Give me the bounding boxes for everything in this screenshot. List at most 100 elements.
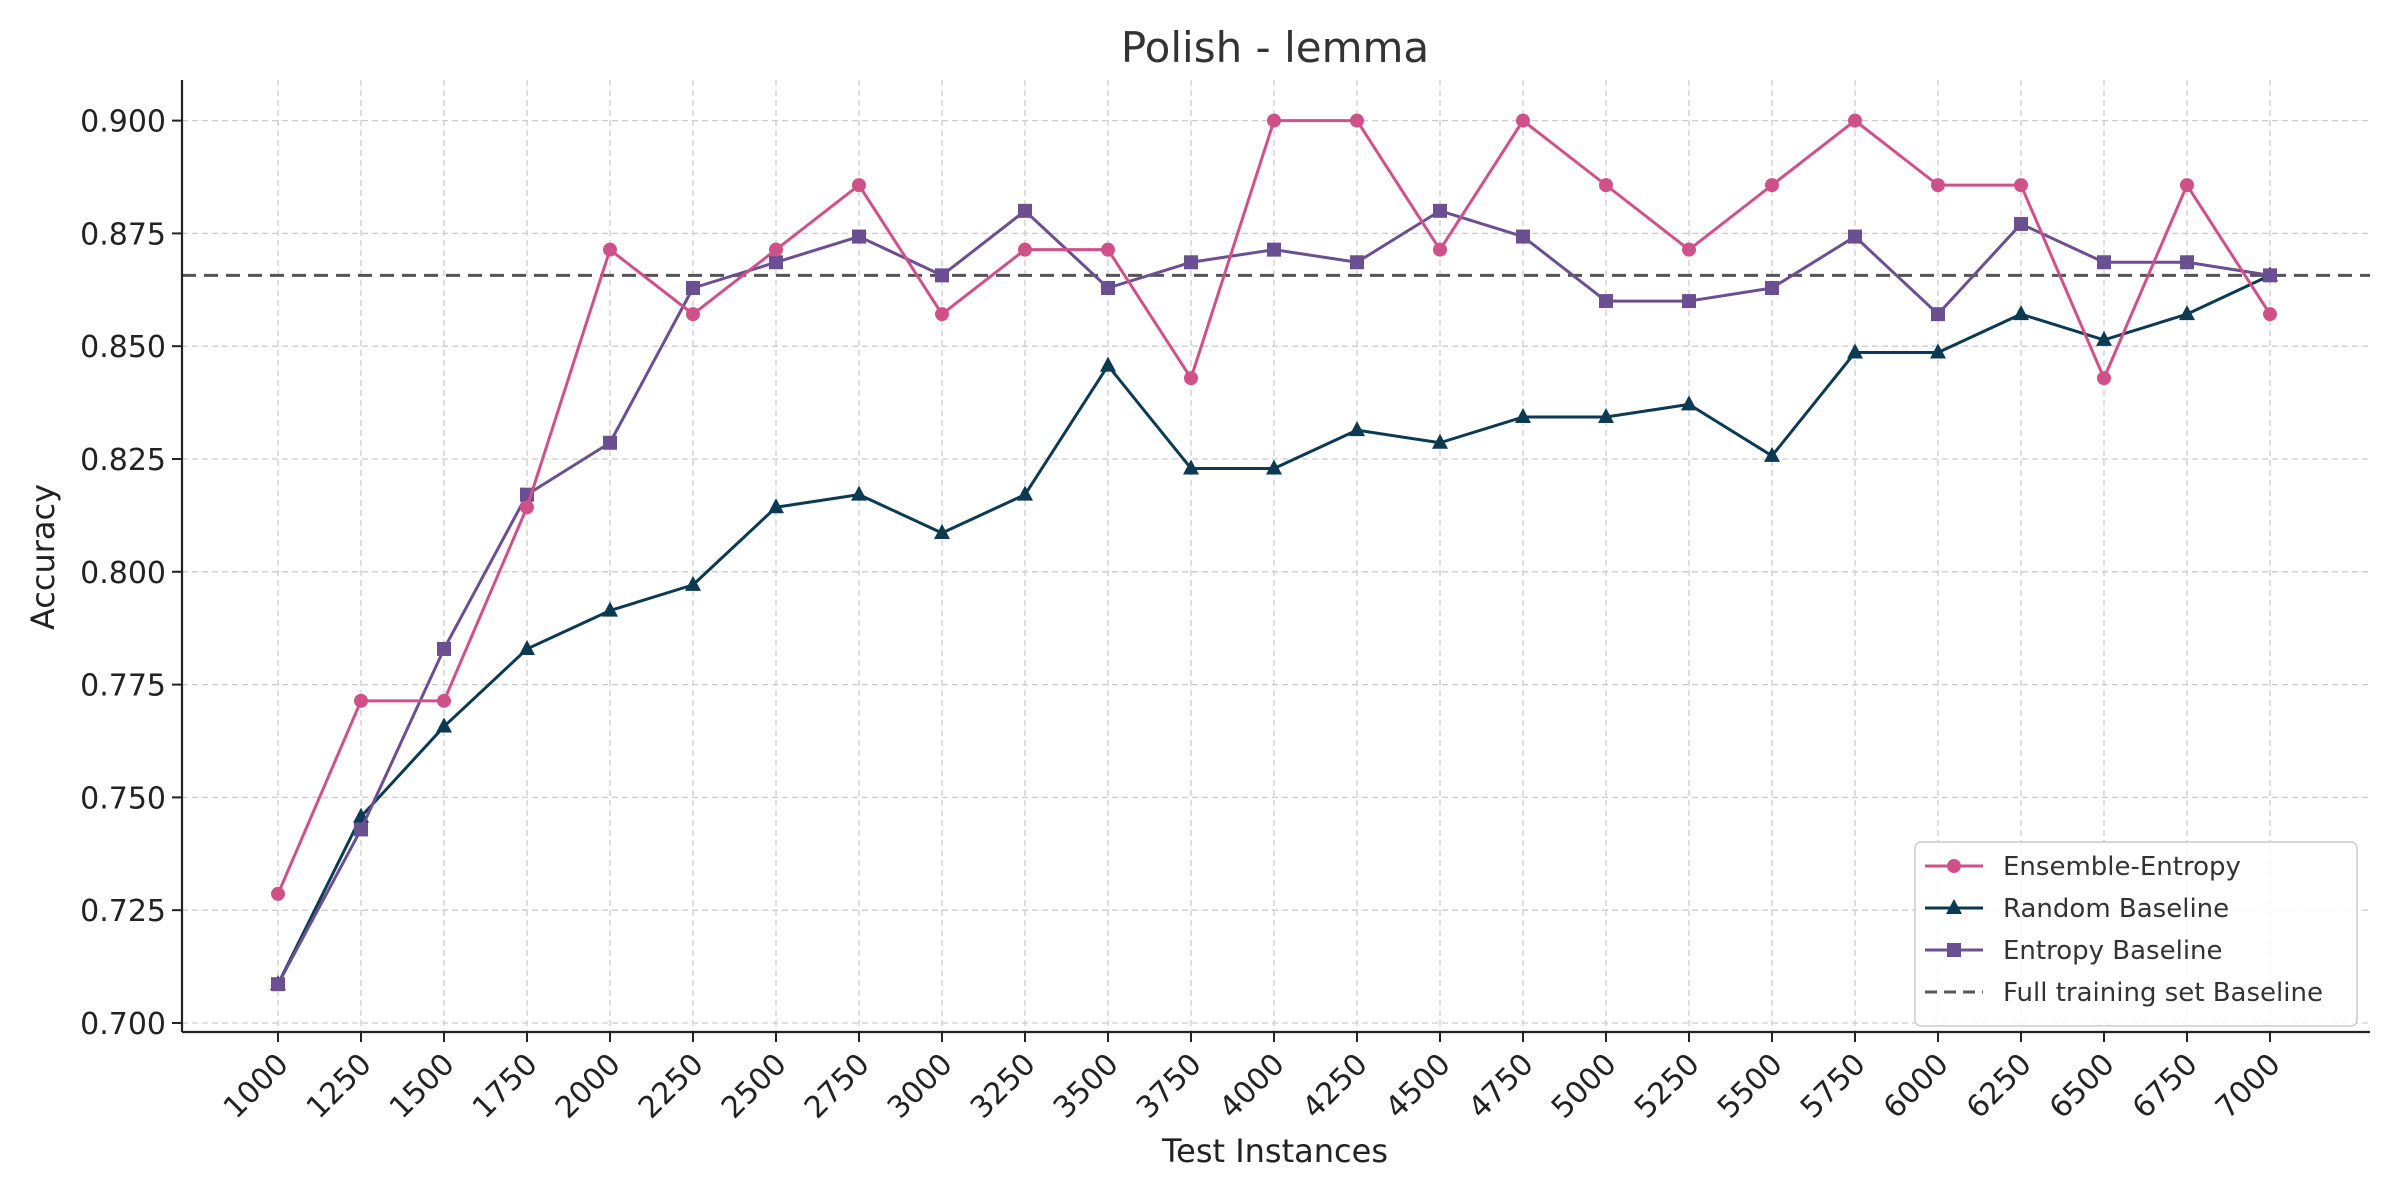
data-point-entropy-baseline [1765, 280, 1779, 295]
data-point-ensemble-entropy [1433, 242, 1447, 257]
data-point-ensemble-entropy [1931, 178, 1945, 193]
y-tick-label: 0.875 [80, 217, 166, 252]
x-tick-label: 1250 [300, 1047, 379, 1126]
legend-label: Random Baseline [2003, 894, 2229, 924]
data-point-ensemble-entropy [437, 693, 451, 708]
legend-marker [1947, 943, 1961, 957]
x-tick-label: 6250 [1960, 1047, 2039, 1126]
y-tick-label: 0.725 [80, 894, 166, 929]
x-tick-label: 2750 [798, 1047, 877, 1126]
legend: Ensemble-Entropy Random Baseline Entropy B… [1914, 841, 2358, 1027]
y-tick-label: 0.750 [80, 781, 166, 816]
data-point-random-baseline [1432, 433, 1448, 449]
data-point-ensemble-entropy [1184, 371, 1198, 386]
series-ensemble-entropy [271, 113, 2277, 901]
data-point-entropy-baseline [2014, 216, 2028, 231]
data-point-entropy-baseline [852, 229, 866, 244]
data-point-entropy-baseline [2263, 268, 2277, 283]
data-point-random-baseline [1847, 343, 1863, 359]
data-point-random-baseline [1266, 459, 1282, 475]
x-tick-label: 5000 [1545, 1047, 1624, 1126]
data-point-random-baseline [2096, 330, 2112, 346]
x-tick-label: 4250 [1296, 1047, 1375, 1126]
data-point-entropy-baseline [686, 280, 700, 295]
data-point-ensemble-entropy [1599, 178, 1613, 193]
legend-marker [1946, 899, 1962, 914]
y-tick-label: 0.775 [80, 669, 166, 704]
chart-title: Polish - lemma [1121, 23, 1429, 72]
x-tick-label: 5250 [1628, 1047, 1707, 1126]
data-point-random-baseline [1100, 356, 1116, 372]
data-point-random-baseline [1183, 459, 1199, 475]
data-point-entropy-baseline [1267, 242, 1281, 257]
data-point-ensemble-entropy [935, 307, 949, 322]
data-point-random-baseline [685, 575, 701, 591]
x-tick-label: 3000 [881, 1047, 960, 1126]
data-point-entropy-baseline [1018, 203, 1032, 218]
x-tick-label: 3750 [1130, 1047, 1209, 1126]
x-tick-label: 4000 [1213, 1047, 1292, 1126]
y-tick-label: 0.700 [80, 1007, 166, 1042]
data-point-ensemble-entropy [852, 178, 866, 193]
legend-label: Full training set Baseline [2003, 978, 2323, 1008]
data-point-entropy-baseline [603, 435, 617, 450]
x-tick-label: 6500 [2043, 1047, 2122, 1126]
data-point-random-baseline [768, 498, 784, 514]
data-point-entropy-baseline [271, 977, 285, 992]
data-point-random-baseline [1515, 408, 1531, 424]
data-point-entropy-baseline [1184, 255, 1198, 270]
data-point-ensemble-entropy [1101, 242, 1115, 257]
x-axis-label: Test Instances [1161, 1132, 1388, 1170]
data-point-entropy-baseline [1848, 229, 1862, 244]
data-point-random-baseline [1017, 485, 1033, 501]
x-tick-label: 4750 [1462, 1047, 1541, 1126]
data-point-entropy-baseline [1350, 255, 1364, 270]
legend-item-random-baseline: Random Baseline [1925, 894, 2229, 924]
x-tick-label: 1500 [383, 1047, 462, 1126]
data-point-ensemble-entropy [603, 242, 617, 257]
data-point-ensemble-entropy [1682, 242, 1696, 257]
legend-label: Ensemble-Entropy [2003, 852, 2241, 882]
y-axis-label: Accuracy [24, 484, 62, 630]
data-point-entropy-baseline [935, 268, 949, 283]
series-entropy-baseline [271, 203, 2277, 992]
data-point-entropy-baseline [354, 822, 368, 837]
data-point-random-baseline [1681, 395, 1697, 411]
x-tick-label: 1000 [217, 1047, 296, 1126]
x-tick-label: 3250 [964, 1047, 1043, 1126]
legend-item-full-training-set-baseline: Full training set Baseline [1925, 978, 2323, 1008]
legend-label: Entropy Baseline [2003, 936, 2223, 966]
data-point-ensemble-entropy [354, 693, 368, 708]
axes [180, 80, 2370, 1034]
data-point-entropy-baseline [1682, 294, 1696, 309]
x-axis-ticks: 1000 1250 1500 1750 2000 2250 2500 2750 3000 3250… [217, 1032, 2288, 1126]
data-point-random-baseline [2179, 305, 2195, 321]
data-point-random-baseline [602, 601, 618, 617]
x-tick-label: 5750 [1794, 1047, 1873, 1126]
legend-marker [1947, 859, 1961, 873]
data-point-ensemble-entropy [271, 886, 285, 901]
data-point-entropy-baseline [1931, 307, 1945, 322]
data-point-ensemble-entropy [2097, 371, 2111, 386]
data-point-entropy-baseline [1516, 229, 1530, 244]
data-point-ensemble-entropy [1267, 113, 1281, 128]
data-point-entropy-baseline [437, 641, 451, 656]
data-point-ensemble-entropy [686, 307, 700, 322]
data-point-entropy-baseline [1599, 294, 1613, 309]
data-point-ensemble-entropy [1765, 178, 1779, 193]
data-point-random-baseline [519, 639, 535, 655]
data-point-ensemble-entropy [1516, 113, 1530, 128]
data-point-ensemble-entropy [520, 500, 534, 515]
data-point-random-baseline [1598, 408, 1614, 424]
legend-box [1914, 841, 2358, 1027]
x-tick-label: 2250 [632, 1047, 711, 1126]
data-point-ensemble-entropy [2014, 178, 2028, 193]
data-point-random-baseline [934, 523, 950, 539]
data-point-random-baseline [1930, 343, 1946, 359]
x-tick-label: 7000 [2209, 1047, 2288, 1126]
data-point-ensemble-entropy [769, 242, 783, 257]
y-tick-label: 0.800 [80, 556, 166, 591]
x-tick-label: 1750 [466, 1047, 545, 1126]
data-point-ensemble-entropy [1018, 242, 1032, 257]
